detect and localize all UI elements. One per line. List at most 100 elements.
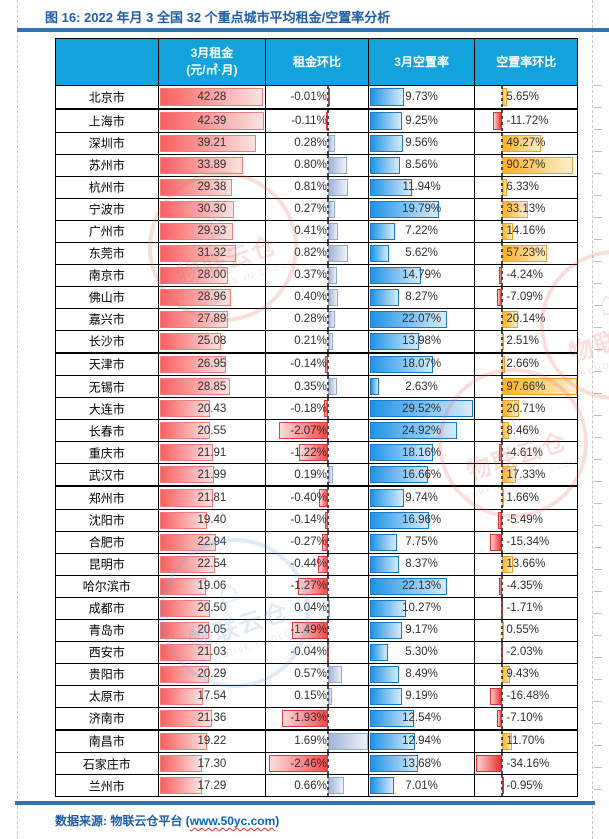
vacancy-mom-value: 17.33%	[506, 468, 546, 481]
rent-cell: 19.22	[157, 730, 266, 752]
zero-axis	[501, 641, 504, 663]
rent-mom-value: -1.27%	[290, 580, 327, 592]
vacancy-cell: 12.54%	[367, 707, 475, 729]
rent-value: 20.50	[197, 602, 227, 614]
vacancy-value: 13.68%	[402, 757, 442, 770]
city-name: 长春市	[88, 424, 125, 438]
rent-mom-cell: 0.81%	[265, 176, 368, 198]
rent-databar	[159, 489, 214, 507]
zero-axis	[327, 641, 330, 663]
zero-axis	[501, 775, 504, 796]
vacancy-databar	[369, 599, 406, 617]
zero-axis	[327, 330, 330, 352]
rent-databar	[159, 709, 212, 727]
rent-mom-value: -2.07%	[290, 424, 327, 437]
city-cell: 嘉兴市	[56, 309, 158, 330]
city-name: 济南市	[88, 711, 125, 726]
header-rent-mom-label: 租金环比	[293, 54, 342, 69]
vacancy-databar	[369, 355, 433, 373]
vacancy-mom-cell: 20.14%	[474, 308, 577, 330]
rent-value: 22.54	[197, 558, 227, 570]
city-name: 深圳市	[88, 136, 125, 151]
vacancy-mom-cell: -16.48%	[474, 685, 577, 707]
zero-axis	[327, 308, 330, 330]
vacancy-mom-cell: 49.27%	[474, 132, 577, 154]
city-name: 合肥市	[88, 535, 125, 550]
vacancy-mom-value: 90.27%	[506, 159, 546, 171]
city-name: 苏州市	[88, 158, 125, 173]
zero-axis	[327, 753, 330, 774]
zero-axis	[501, 308, 504, 330]
city-name: 沈阳市	[88, 513, 125, 528]
rent-value: 20.55	[197, 424, 227, 437]
vacancy-value: 18.07%	[402, 358, 442, 371]
rent-mom-value: -0.01%	[290, 91, 327, 103]
rent-mom-cell: 0.80%	[265, 154, 368, 176]
vacancy-mom-cell: -7.10%	[474, 707, 577, 729]
table-row: 合肥市 22.94 -0.27% 7.75% -15.34%	[56, 530, 577, 553]
city-cell: 天津市	[56, 354, 158, 376]
rent-databar	[159, 533, 216, 551]
vacancy-databar	[369, 310, 447, 328]
table-row: 大连市 20.43 -0.18% 29.52% 20.71%	[56, 397, 577, 419]
rent-mom-cell: 0.28%	[265, 308, 368, 330]
city-cell: 东莞市	[56, 243, 158, 264]
zero-axis	[327, 264, 330, 286]
vacancy-mom-cell: 8.46%	[474, 420, 577, 441]
rent-databar	[159, 422, 210, 439]
rent-databar	[159, 178, 232, 196]
zero-axis	[327, 509, 330, 531]
city-cell: 广州市	[56, 221, 158, 242]
zero-axis	[501, 176, 504, 198]
rent-cell: 29.38	[157, 176, 266, 198]
rent-mom-databar	[328, 134, 335, 152]
zero-axis	[327, 198, 330, 220]
vacancy-databar	[369, 555, 399, 573]
city-name: 长沙市	[88, 334, 125, 349]
vacancy-databar	[369, 511, 429, 529]
vacancy-value: 18.16%	[402, 446, 442, 459]
city-name: 宁波市	[88, 202, 125, 217]
rent-value: 42.39	[197, 114, 227, 127]
rent-databar	[159, 577, 207, 595]
table-row: 深圳市 39.21 0.28% 9.56% 49.27%	[56, 131, 577, 154]
header-vacancy-mom-label: 空置率环比	[496, 54, 557, 69]
vacancy-cell: 11.94%	[367, 176, 475, 198]
city-cell: 大连市	[56, 398, 158, 419]
vacancy-cell: 12.94%	[367, 730, 475, 752]
table-row: 西安市 21.03 -0.04% 5.30% -2.03%	[56, 640, 577, 663]
zero-axis	[501, 353, 504, 375]
rent-value: 22.94	[197, 536, 227, 548]
table-row: 无锡市 28.85 0.35% 2.63% 97.66%	[56, 375, 578, 397]
city-rent-vacancy-table: 3月租金 (元/㎡·月) 租金环比 3月空置率 空置率环比 北京市 42.28 -0…	[55, 38, 578, 797]
rent-mom-value: -0.18%	[290, 402, 327, 415]
vacancy-value: 9.73%	[405, 91, 438, 103]
vacancy-databar	[369, 156, 400, 174]
rent-cell: 20.50	[157, 597, 266, 619]
vacancy-mom-value: -4.61%	[506, 446, 543, 459]
vacancy-mom-cell: 0.55%	[474, 619, 577, 641]
city-cell: 深圳市	[56, 133, 158, 154]
city-name: 大连市	[88, 402, 125, 416]
source-url-link[interactable]: www.50yc.com	[189, 814, 276, 828]
city-cell: 南昌市	[56, 731, 158, 753]
zero-axis	[501, 264, 504, 286]
zero-axis	[501, 198, 504, 220]
vacancy-databar	[369, 621, 402, 639]
rent-cell: 28.85	[157, 376, 266, 397]
zero-axis	[501, 597, 504, 619]
rent-mom-value: 0.37%	[294, 269, 327, 281]
rent-mom-value: -1.93%	[290, 712, 327, 724]
rent-mom-databar	[328, 378, 337, 395]
vacancy-cell: 16.96%	[367, 509, 475, 531]
zero-axis	[327, 353, 330, 375]
rent-mom-value: 0.15%	[294, 690, 327, 702]
vacancy-cell: 9.25%	[367, 110, 475, 132]
vacancy-databar	[369, 777, 395, 794]
rent-databar	[159, 665, 210, 683]
city-cell: 无锡市	[56, 376, 158, 397]
vacancy-mom-value: -4.35%	[506, 580, 543, 592]
zero-axis	[327, 442, 330, 463]
rent-databar	[159, 643, 212, 661]
zero-axis	[327, 487, 330, 509]
